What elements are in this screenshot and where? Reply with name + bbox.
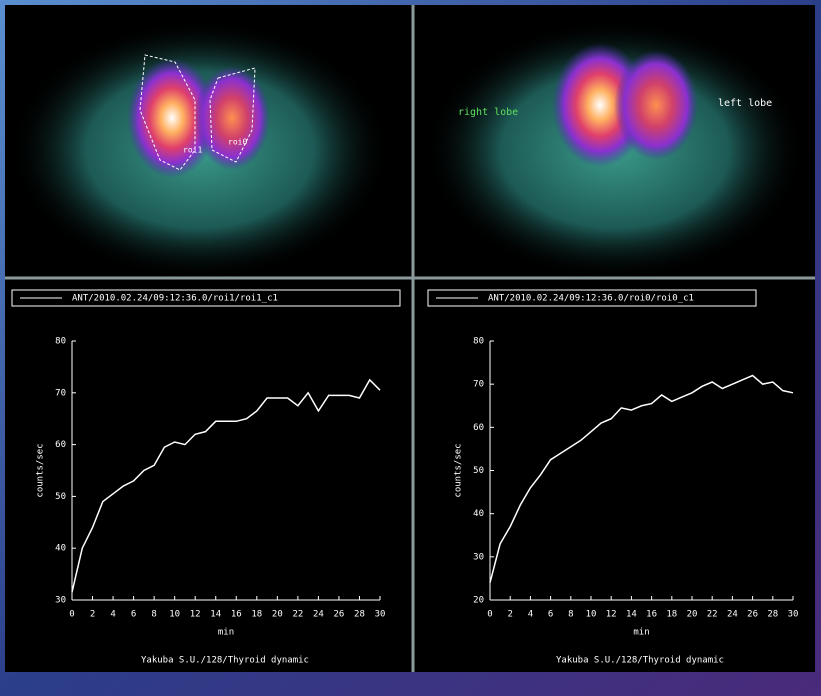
x-tick-label: 2 xyxy=(90,610,95,620)
caption: Yakuba S.U./128/Thyroid dynamic xyxy=(556,656,724,666)
x-tick-label: 24 xyxy=(313,610,324,620)
x-tick-label: 30 xyxy=(788,610,799,620)
y-tick-label: 70 xyxy=(473,380,484,390)
x-tick-label: 18 xyxy=(666,610,677,620)
y-tick-label: 50 xyxy=(473,466,484,476)
x-tick-label: 14 xyxy=(210,610,221,620)
caption: Yakuba S.U./128/Thyroid dynamic xyxy=(141,656,309,666)
x-tick-label: 16 xyxy=(646,610,657,620)
roi-label: roi0 xyxy=(228,138,247,147)
y-tick-label: 80 xyxy=(473,337,484,347)
y-tick-label: 50 xyxy=(55,492,66,502)
y-tick-label: 80 xyxy=(55,337,66,347)
x-tick-label: 8 xyxy=(151,610,156,620)
x-tick-label: 8 xyxy=(568,610,573,620)
x-tick-label: 4 xyxy=(528,610,533,620)
x-tick-label: 14 xyxy=(626,610,637,620)
x-tick-label: 16 xyxy=(231,610,242,620)
screen: roi1 roi0 right lobe left lobe 304050607… xyxy=(0,0,821,696)
x-tick-label: 12 xyxy=(190,610,201,620)
y-tick-label: 40 xyxy=(473,509,484,519)
x-axis-label: min xyxy=(218,628,234,638)
x-tick-label: 2 xyxy=(507,610,512,620)
legend-label: ANT/2010.02.24/09:12:36.0/roi0/roi0_c1 xyxy=(488,294,694,304)
x-tick-label: 30 xyxy=(375,610,386,620)
y-tick-label: 60 xyxy=(473,423,484,433)
x-tick-label: 0 xyxy=(69,610,74,620)
image-left: roi1 roi0 xyxy=(10,20,390,280)
y-tick-label: 40 xyxy=(55,544,66,554)
x-tick-label: 12 xyxy=(606,610,617,620)
x-tick-label: 18 xyxy=(251,610,262,620)
x-tick-label: 10 xyxy=(169,610,180,620)
x-tick-label: 0 xyxy=(487,610,492,620)
y-tick-label: 20 xyxy=(473,596,484,606)
image-right: right lobe left lobe xyxy=(425,20,805,280)
x-tick-label: 6 xyxy=(131,610,136,620)
roi-label: roi1 xyxy=(183,146,202,155)
x-axis-label: min xyxy=(633,628,649,638)
y-tick-label: 30 xyxy=(473,552,484,562)
y-axis-label: counts/sec xyxy=(454,443,464,497)
y-tick-label: 60 xyxy=(55,440,66,450)
y-axis-label: counts/sec xyxy=(36,443,46,497)
x-tick-label: 22 xyxy=(292,610,303,620)
x-tick-label: 6 xyxy=(548,610,553,620)
y-tick-label: 30 xyxy=(55,596,66,606)
x-tick-label: 26 xyxy=(334,610,345,620)
x-tick-label: 24 xyxy=(727,610,738,620)
x-tick-label: 22 xyxy=(707,610,718,620)
y-tick-label: 70 xyxy=(55,388,66,398)
x-tick-label: 20 xyxy=(687,610,698,620)
lobe-label: left lobe xyxy=(718,98,772,109)
x-tick-label: 28 xyxy=(767,610,778,620)
lobe xyxy=(194,66,270,170)
x-tick-label: 4 xyxy=(110,610,115,620)
x-tick-label: 20 xyxy=(272,610,283,620)
x-tick-label: 28 xyxy=(354,610,365,620)
lobe-label: right lobe xyxy=(458,107,518,118)
legend-label: ANT/2010.02.24/09:12:36.0/roi1/roi1_c1 xyxy=(72,294,278,304)
x-tick-label: 26 xyxy=(747,610,758,620)
x-tick-label: 10 xyxy=(586,610,597,620)
lobe xyxy=(614,50,698,160)
